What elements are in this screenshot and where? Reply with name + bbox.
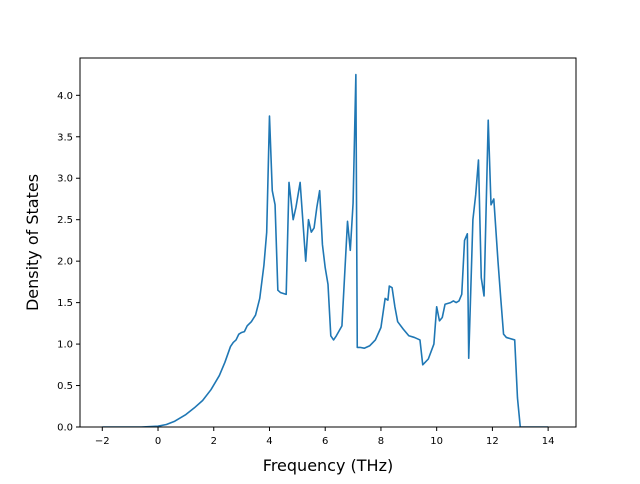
x-tick-label: −2 bbox=[95, 436, 110, 447]
x-tick-label: 12 bbox=[486, 436, 499, 447]
x-tick-label: 8 bbox=[378, 436, 384, 447]
y-tick-label: 0.5 bbox=[57, 381, 73, 392]
x-tick-label: 6 bbox=[322, 436, 328, 447]
y-tick-label: 4.0 bbox=[57, 91, 73, 102]
y-tick-label: 2.5 bbox=[57, 215, 73, 226]
y-tick-label: 2.0 bbox=[57, 257, 73, 268]
x-tick-label: 14 bbox=[542, 436, 555, 447]
tick-layer: −2 0 2 4 6 8 10 12 14 0.0 0.5 1.0 1.5 2.0 2.5 3.0 3.5 4.0 bbox=[57, 91, 554, 447]
y-tick-label: 3.0 bbox=[57, 174, 73, 185]
y-tick-label: 1.5 bbox=[57, 298, 73, 309]
y-tick-label: 3.5 bbox=[57, 132, 73, 143]
x-tick-label: 10 bbox=[430, 436, 443, 447]
dos-line-series-0 bbox=[102, 73, 549, 427]
y-axis-title: Density of States bbox=[23, 174, 42, 311]
x-tick-label: 4 bbox=[266, 436, 272, 447]
y-tick-label: 0.0 bbox=[57, 423, 73, 434]
plot-frame bbox=[79, 57, 577, 428]
y-tick-label: 1.0 bbox=[57, 340, 73, 351]
x-axis-title: Frequency (THz) bbox=[263, 456, 393, 475]
x-tick-label: 0 bbox=[155, 436, 161, 447]
x-tick-label: 2 bbox=[211, 436, 217, 447]
plot-layer bbox=[102, 73, 549, 427]
